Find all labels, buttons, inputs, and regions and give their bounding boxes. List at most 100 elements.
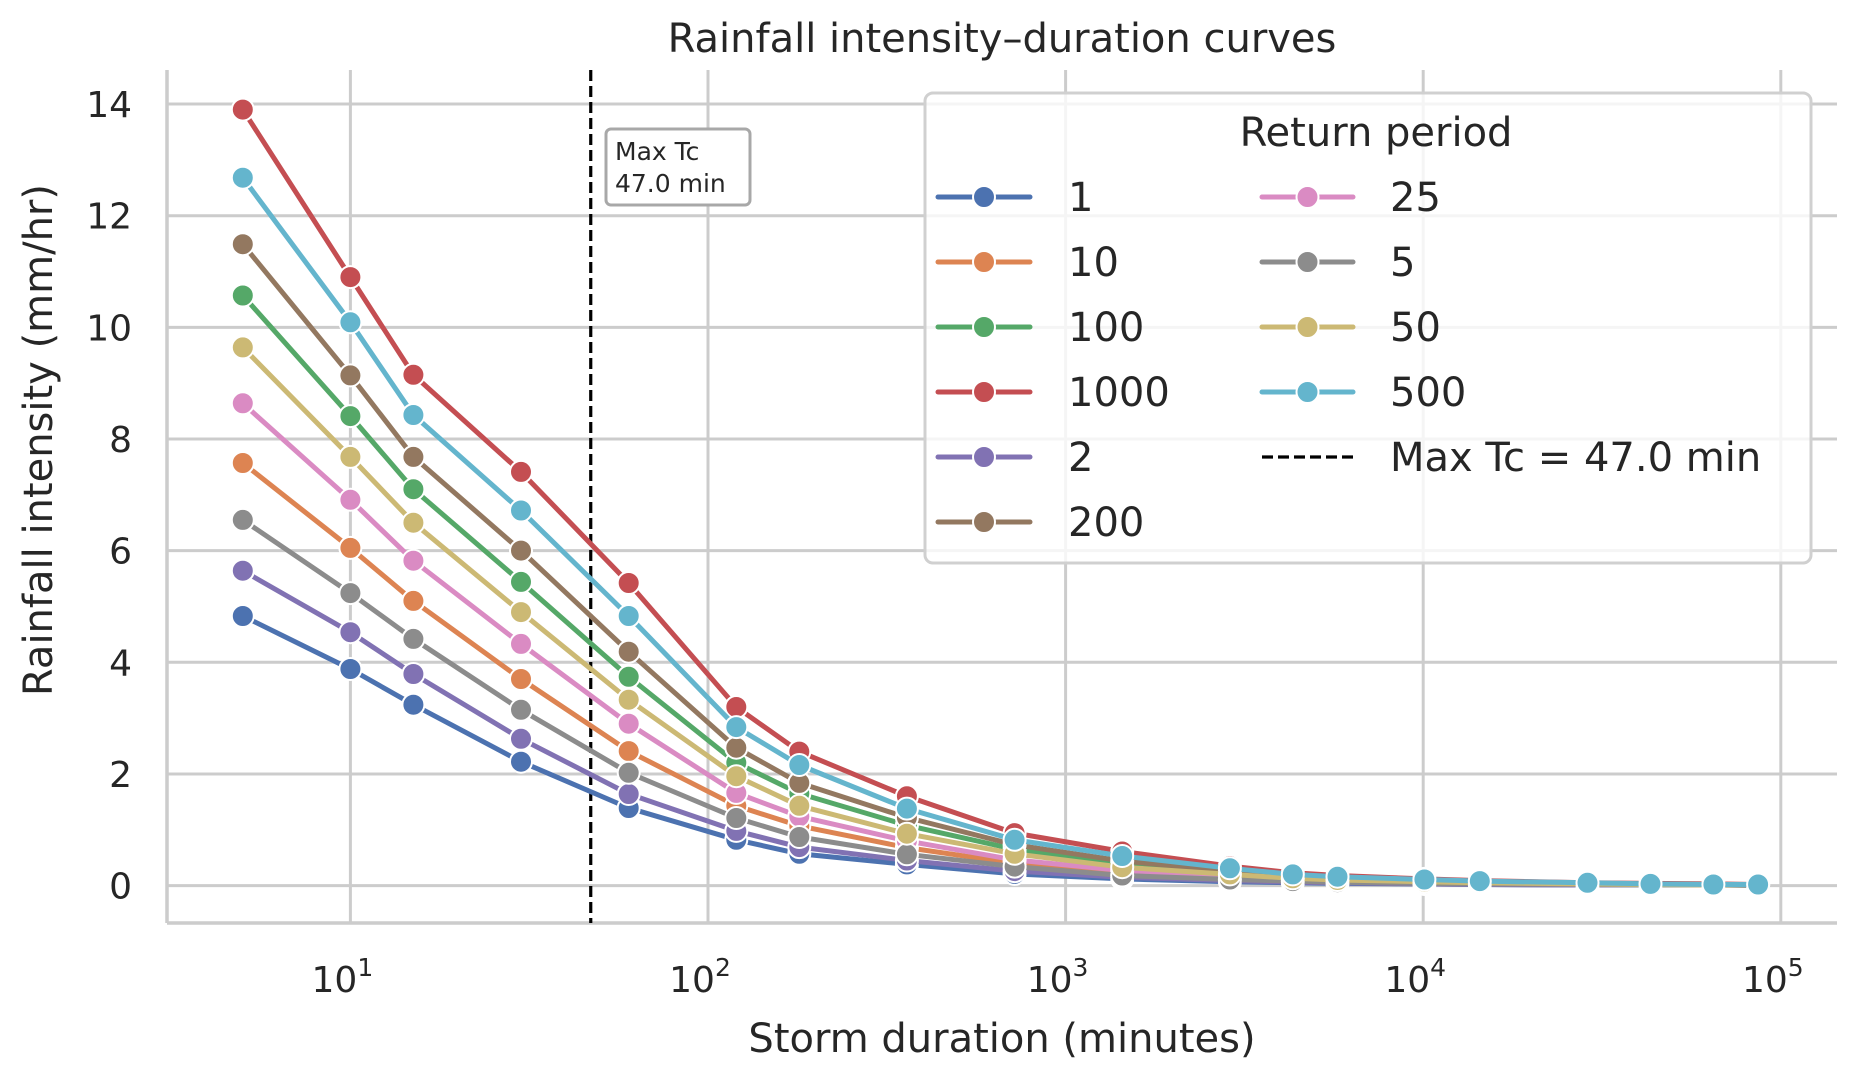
legend-label: 2 — [1068, 435, 1093, 481]
legend-item-max-tc: Max Tc = 47.0 min — [1262, 435, 1761, 481]
data-point-50 — [338, 444, 363, 469]
data-point-100 — [401, 477, 426, 502]
data-point-2 — [401, 662, 426, 686]
series-layer — [230, 97, 1771, 898]
y-tick-label: 6 — [109, 532, 132, 573]
data-point-500 — [1746, 872, 1771, 897]
data-point-10 — [401, 588, 426, 613]
data-point-500 — [509, 498, 533, 523]
y-tick-labels: 0 2 4 6 8 10 12 14 — [86, 85, 132, 908]
data-point-5 — [787, 825, 812, 849]
data-point-200 — [338, 363, 363, 388]
data-point-500 — [1467, 869, 1492, 894]
legend-item-500: 500 — [1259, 370, 1466, 416]
data-point-200 — [230, 232, 255, 257]
y-axis-label: Rainfall intensity (mm/hr) — [16, 184, 62, 696]
y-tick-label: 8 — [109, 420, 132, 461]
x-axis-label: Storm duration (minutes) — [748, 1016, 1255, 1062]
data-point-200 — [509, 538, 533, 563]
data-point-5 — [401, 626, 426, 651]
data-point-1000 — [401, 362, 426, 387]
data-point-100 — [616, 664, 641, 689]
x-tick-label: 105 — [1742, 953, 1804, 1001]
data-point-10 — [338, 535, 363, 560]
data-point-500 — [1002, 827, 1027, 852]
data-point-100 — [509, 569, 533, 594]
data-point-200 — [724, 735, 749, 760]
legend-marker-icon — [972, 380, 996, 404]
legend-label: Max Tc = 47.0 min — [1390, 435, 1761, 481]
data-point-50 — [894, 821, 919, 846]
data-point-500 — [1217, 856, 1242, 881]
data-point-10 — [509, 667, 533, 691]
data-point-10 — [616, 739, 641, 764]
data-point-500 — [724, 715, 749, 740]
y-tick-label: 10 — [86, 308, 132, 349]
data-point-1 — [401, 692, 426, 717]
x-tick-label: 103 — [1027, 953, 1089, 1001]
data-point-1000 — [724, 695, 749, 719]
legend-marker-icon — [972, 185, 996, 209]
annotation-line-1: Max Tc — [615, 137, 699, 166]
data-point-50 — [787, 793, 812, 818]
data-point-1 — [230, 604, 255, 628]
data-point-500 — [230, 165, 255, 190]
data-point-5 — [509, 697, 533, 722]
data-point-5 — [338, 581, 363, 606]
legend-item-200: 200 — [935, 500, 1144, 546]
data-point-500 — [1701, 872, 1726, 897]
data-point-500 — [1412, 867, 1437, 892]
legend-item-25: 25 — [1259, 175, 1441, 221]
data-point-50 — [724, 764, 749, 789]
x-tick-label: 101 — [312, 953, 374, 1001]
max-tc-annotation: Max Tc 47.0 min — [604, 127, 752, 207]
data-point-200 — [616, 639, 641, 664]
legend-label: 10 — [1068, 240, 1119, 286]
data-point-2 — [509, 726, 533, 751]
legend-label: 50 — [1390, 305, 1441, 351]
legend-marker-icon — [972, 445, 996, 469]
data-point-5 — [894, 842, 919, 867]
data-point-50 — [401, 510, 426, 535]
legend-marker-icon — [972, 315, 996, 339]
legend-marker-icon — [1295, 185, 1320, 209]
data-point-500 — [1280, 862, 1305, 887]
data-point-25 — [401, 548, 426, 573]
data-point-200 — [401, 444, 426, 469]
legend-title: Return period — [1240, 110, 1513, 156]
data-point-25 — [230, 391, 255, 416]
data-point-500 — [1110, 844, 1135, 868]
x-tick-label: 102 — [669, 953, 731, 1001]
data-point-2 — [616, 782, 641, 806]
series-500 — [230, 165, 1771, 897]
legend-marker-icon — [1295, 380, 1320, 404]
annotation-line-2: 47.0 min — [615, 169, 726, 198]
annotation-box — [604, 127, 752, 207]
legend: Return period 1 10 100 1000 2 200 25 5 50 500 Max … — [923, 91, 1813, 565]
data-point-500 — [1325, 864, 1350, 889]
data-point-25 — [509, 631, 533, 656]
legend-label: 25 — [1390, 175, 1441, 221]
data-point-500 — [1638, 871, 1663, 896]
data-point-5 — [230, 507, 255, 532]
data-point-500 — [894, 796, 919, 821]
legend-item-10: 10 — [935, 240, 1119, 286]
data-point-500 — [338, 310, 363, 335]
legend-item-1000: 1000 — [935, 370, 1170, 416]
data-point-500 — [1575, 870, 1600, 895]
data-point-1000 — [509, 459, 533, 484]
legend-label: 200 — [1068, 500, 1144, 546]
data-point-1 — [509, 749, 533, 774]
data-point-50 — [509, 600, 533, 625]
y-tick-label: 14 — [86, 85, 132, 126]
data-point-25 — [338, 487, 363, 512]
data-point-25 — [616, 711, 641, 736]
data-point-50 — [230, 335, 255, 360]
legend-label: 1000 — [1068, 370, 1170, 416]
x-tick-labels: 101 102 103 104 105 — [312, 953, 1804, 1001]
legend-marker-icon — [1295, 315, 1320, 339]
y-tick-label: 4 — [109, 643, 132, 684]
y-tick-label: 12 — [86, 197, 132, 238]
data-point-2 — [230, 558, 255, 583]
